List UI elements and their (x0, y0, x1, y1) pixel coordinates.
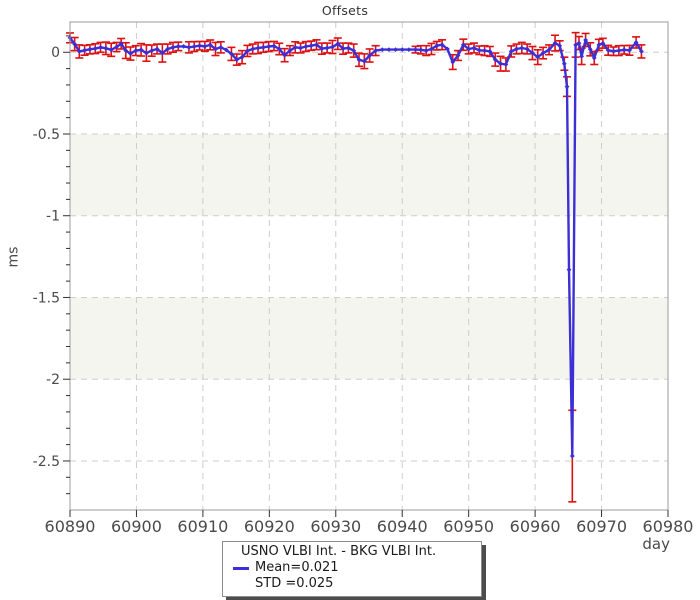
svg-text:0: 0 (51, 45, 60, 61)
svg-text:60930: 60930 (310, 517, 361, 536)
legend-line-sample (233, 566, 249, 570)
legend-series-row: USNO VLBI Int. - BKG VLBI Int. (233, 544, 471, 560)
svg-text:60910: 60910 (177, 517, 228, 536)
axis-frame (69, 21, 669, 511)
svg-text:60940: 60940 (377, 517, 428, 536)
svg-text:-0.5: -0.5 (33, 127, 60, 143)
svg-text:-1.5: -1.5 (33, 290, 60, 306)
error-bars (66, 31, 646, 503)
svg-text:60950: 60950 (443, 517, 494, 536)
legend-box: USNO VLBI Int. - BKG VLBI Int. Mean=0.02… (222, 541, 482, 597)
chart-title: Offsets (321, 3, 369, 18)
data-line (69, 37, 643, 458)
svg-text:60970: 60970 (576, 517, 627, 536)
legend-mean-row: Mean=0.021 (233, 560, 471, 576)
svg-text:60920: 60920 (244, 517, 295, 536)
data-points (67, 35, 644, 459)
x-axis-label: day (642, 535, 670, 553)
svg-text:60890: 60890 (45, 517, 96, 536)
svg-text:-1: -1 (46, 209, 60, 225)
y-axis-label: ms (5, 246, 22, 268)
shaded-bands (70, 133, 668, 380)
legend-series-label: USNO VLBI Int. - BKG VLBI Int. (241, 544, 437, 559)
axis-ticks (63, 35, 669, 517)
svg-text:-2: -2 (46, 372, 60, 388)
svg-text:-2.5: -2.5 (33, 454, 60, 470)
svg-text:60960: 60960 (510, 517, 561, 536)
legend-std-label: STD =0.025 (255, 576, 334, 591)
legend-mean-label: Mean=0.021 (255, 560, 339, 575)
tick-labels: 0 -0.5 -1 -1.5 -2 -2.5 60890 60900 60910 60920 609… (33, 45, 694, 536)
gridlines (69, 22, 669, 510)
legend-std-row: STD =0.025 (233, 576, 471, 592)
svg-text:60900: 60900 (111, 517, 162, 536)
svg-text:60980: 60980 (643, 517, 694, 536)
